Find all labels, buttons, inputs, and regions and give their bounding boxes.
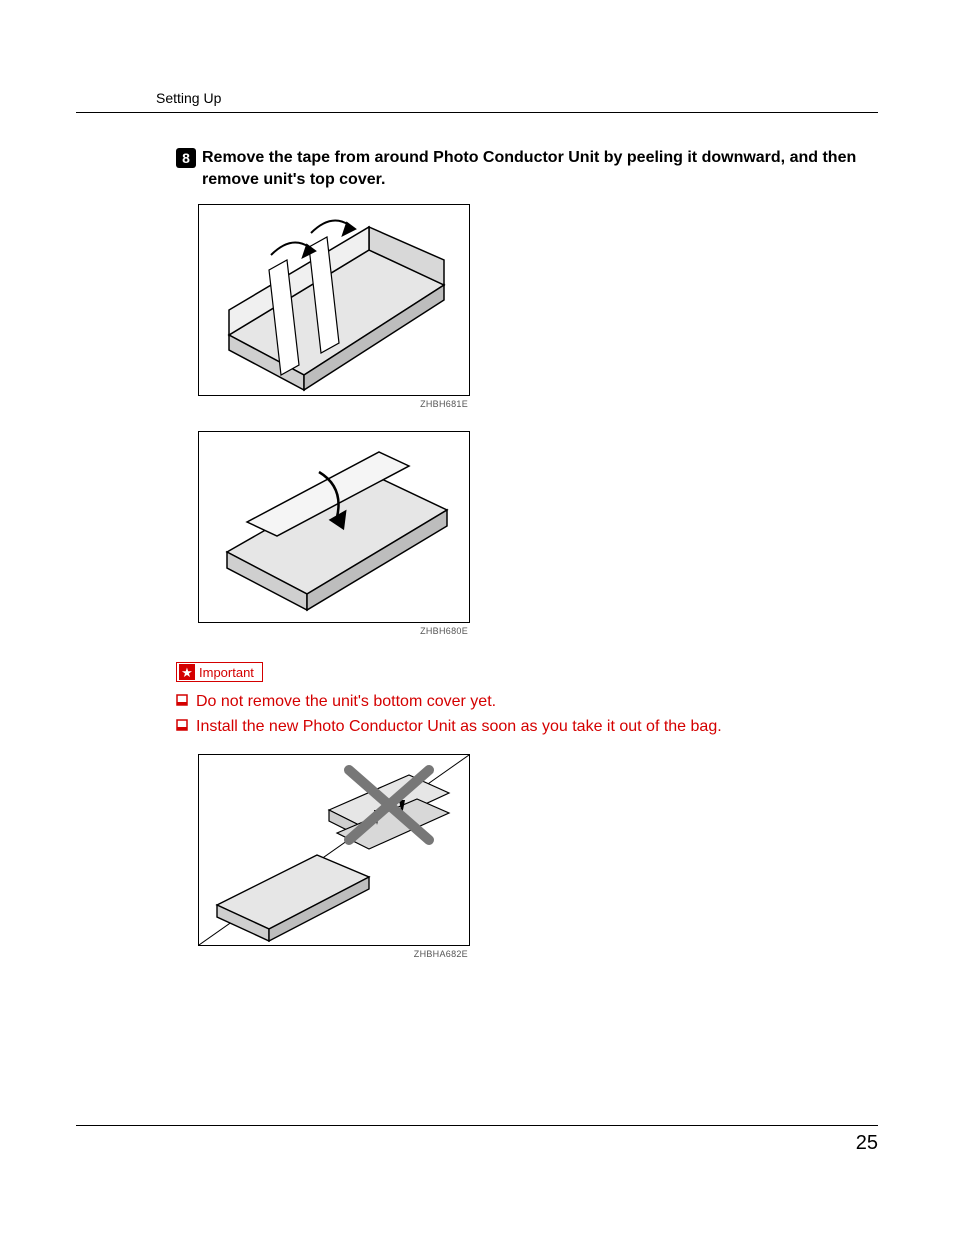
figure-2-caption: ZHBH680E bbox=[198, 626, 468, 636]
bullet-icon bbox=[176, 694, 188, 706]
step-text: Remove the tape from around Photo Conduc… bbox=[202, 147, 878, 190]
figure-3: ZHBHA682E bbox=[198, 754, 878, 959]
bullet-icon bbox=[176, 719, 188, 731]
figure-3-illustration bbox=[198, 754, 470, 946]
page-number: 25 bbox=[76, 1132, 878, 1155]
figure-1: ZHBH681E bbox=[198, 204, 878, 409]
important-notes: Do not remove the unit's bottom cover ye… bbox=[176, 690, 878, 740]
note-1: Do not remove the unit's bottom cover ye… bbox=[176, 690, 878, 715]
step-8: 8 Remove the tape from around Photo Cond… bbox=[176, 147, 878, 959]
important-label: Important bbox=[199, 665, 254, 680]
running-head: Setting Up bbox=[156, 90, 878, 106]
important-badge: ★ Important bbox=[176, 662, 263, 682]
content-area: 8 Remove the tape from around Photo Cond… bbox=[176, 147, 878, 959]
footer-rule bbox=[76, 1125, 878, 1126]
figure-1-illustration bbox=[198, 204, 470, 396]
page: Setting Up 8 Remove the tape from around… bbox=[0, 0, 954, 1235]
footer: 25 bbox=[76, 1125, 878, 1155]
step-heading: 8 Remove the tape from around Photo Cond… bbox=[176, 147, 878, 190]
star-icon: ★ bbox=[179, 664, 195, 680]
figure-1-caption: ZHBH681E bbox=[198, 399, 468, 409]
note-2: Install the new Photo Conductor Unit as … bbox=[176, 715, 878, 740]
note-2-text: Install the new Photo Conductor Unit as … bbox=[196, 715, 722, 740]
note-1-text: Do not remove the unit's bottom cover ye… bbox=[196, 690, 496, 715]
important-block: ★ Important Do not remove the unit's bot… bbox=[176, 662, 878, 740]
step-number-badge: 8 bbox=[176, 148, 196, 168]
figure-2: ZHBH680E bbox=[198, 431, 878, 636]
figure-2-illustration bbox=[198, 431, 470, 623]
figure-3-caption: ZHBHA682E bbox=[198, 949, 468, 959]
header-rule bbox=[76, 112, 878, 113]
